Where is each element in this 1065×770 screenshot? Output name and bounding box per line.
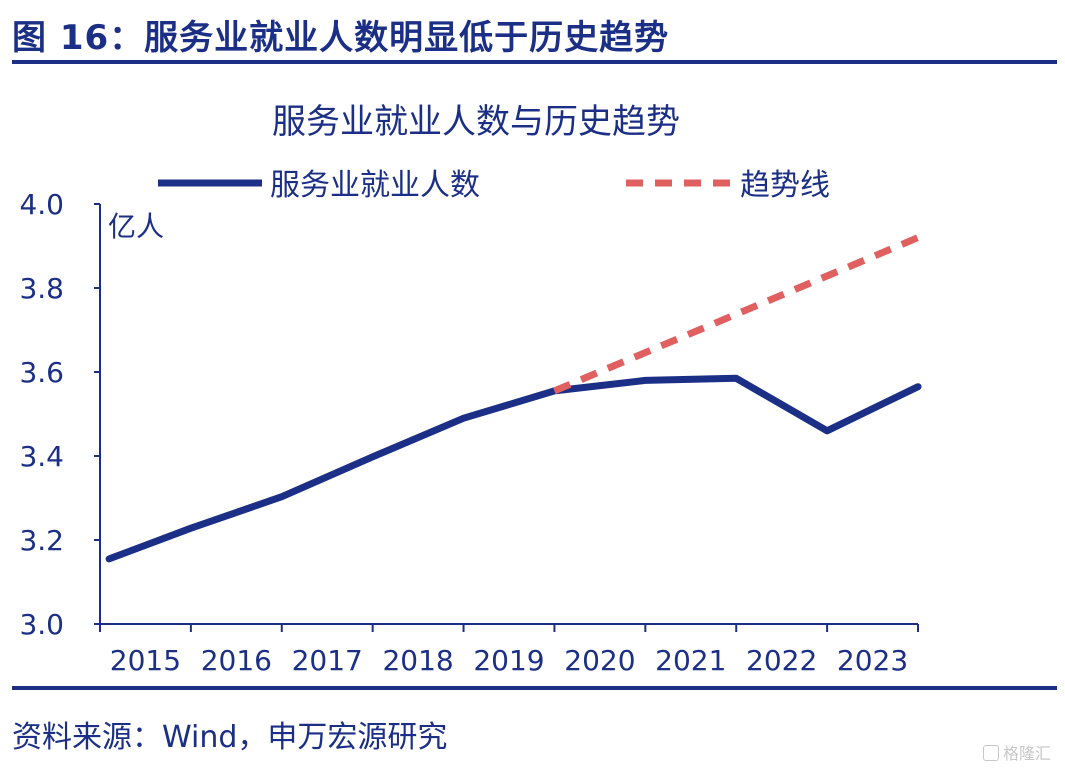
watermark: 格隆汇 xyxy=(983,740,1051,764)
y-tick-label: 3.2 xyxy=(19,524,64,557)
figure-title: 图 16：服务业就业人数明显低于历史趋势 xyxy=(12,18,670,58)
watermark-text: 格隆汇 xyxy=(1003,744,1052,763)
legend: 服务业就业人数 趋势线 xyxy=(158,168,830,203)
x-tick-label: 2023 xyxy=(837,644,908,677)
footer-divider xyxy=(12,686,1057,690)
y-axis-unit: 亿人 xyxy=(108,210,164,243)
chart-title: 服务业就业人数与历史趋势 xyxy=(272,102,680,142)
legend-label-trend-line: 趋势线 xyxy=(740,168,830,203)
x-tick-label: 2021 xyxy=(655,644,726,677)
x-tick-label: 2015 xyxy=(110,644,181,677)
x-tick-label: 2022 xyxy=(746,644,817,677)
watermark-logo-icon xyxy=(983,745,999,761)
title-divider xyxy=(12,60,1057,64)
x-tick-label: 2017 xyxy=(292,644,363,677)
legend-label-service-employment: 服务业就业人数 xyxy=(270,168,480,203)
y-tick-label: 4.0 xyxy=(19,188,64,221)
plot-series xyxy=(105,234,922,563)
y-tick-label: 3.4 xyxy=(19,440,64,473)
y-tick-label: 3.6 xyxy=(19,356,64,389)
x-axis-ticks: 2015 2016 2017 2018 2019 2020 2021 2022 2023 xyxy=(99,624,919,677)
source-note: 资料来源：Wind，申万宏源研究 xyxy=(12,720,448,755)
trend-line-series xyxy=(553,234,920,395)
y-tick-label: 3.8 xyxy=(19,272,64,305)
service-employment-series xyxy=(105,374,922,563)
x-tick-label: 2019 xyxy=(473,644,544,677)
line-chart: 服务业就业人数与历史趋势 服务业就业人数 趋势线 亿人 3.0 3.2 3.4 3.6… xyxy=(19,102,922,677)
x-tick-label: 2020 xyxy=(564,644,635,677)
y-tick-label: 3.0 xyxy=(19,608,64,641)
y-axis-ticks: 3.0 3.2 3.4 3.6 3.8 4.0 xyxy=(19,188,100,641)
x-tick-label: 2016 xyxy=(201,644,272,677)
x-tick-label: 2018 xyxy=(382,644,453,677)
